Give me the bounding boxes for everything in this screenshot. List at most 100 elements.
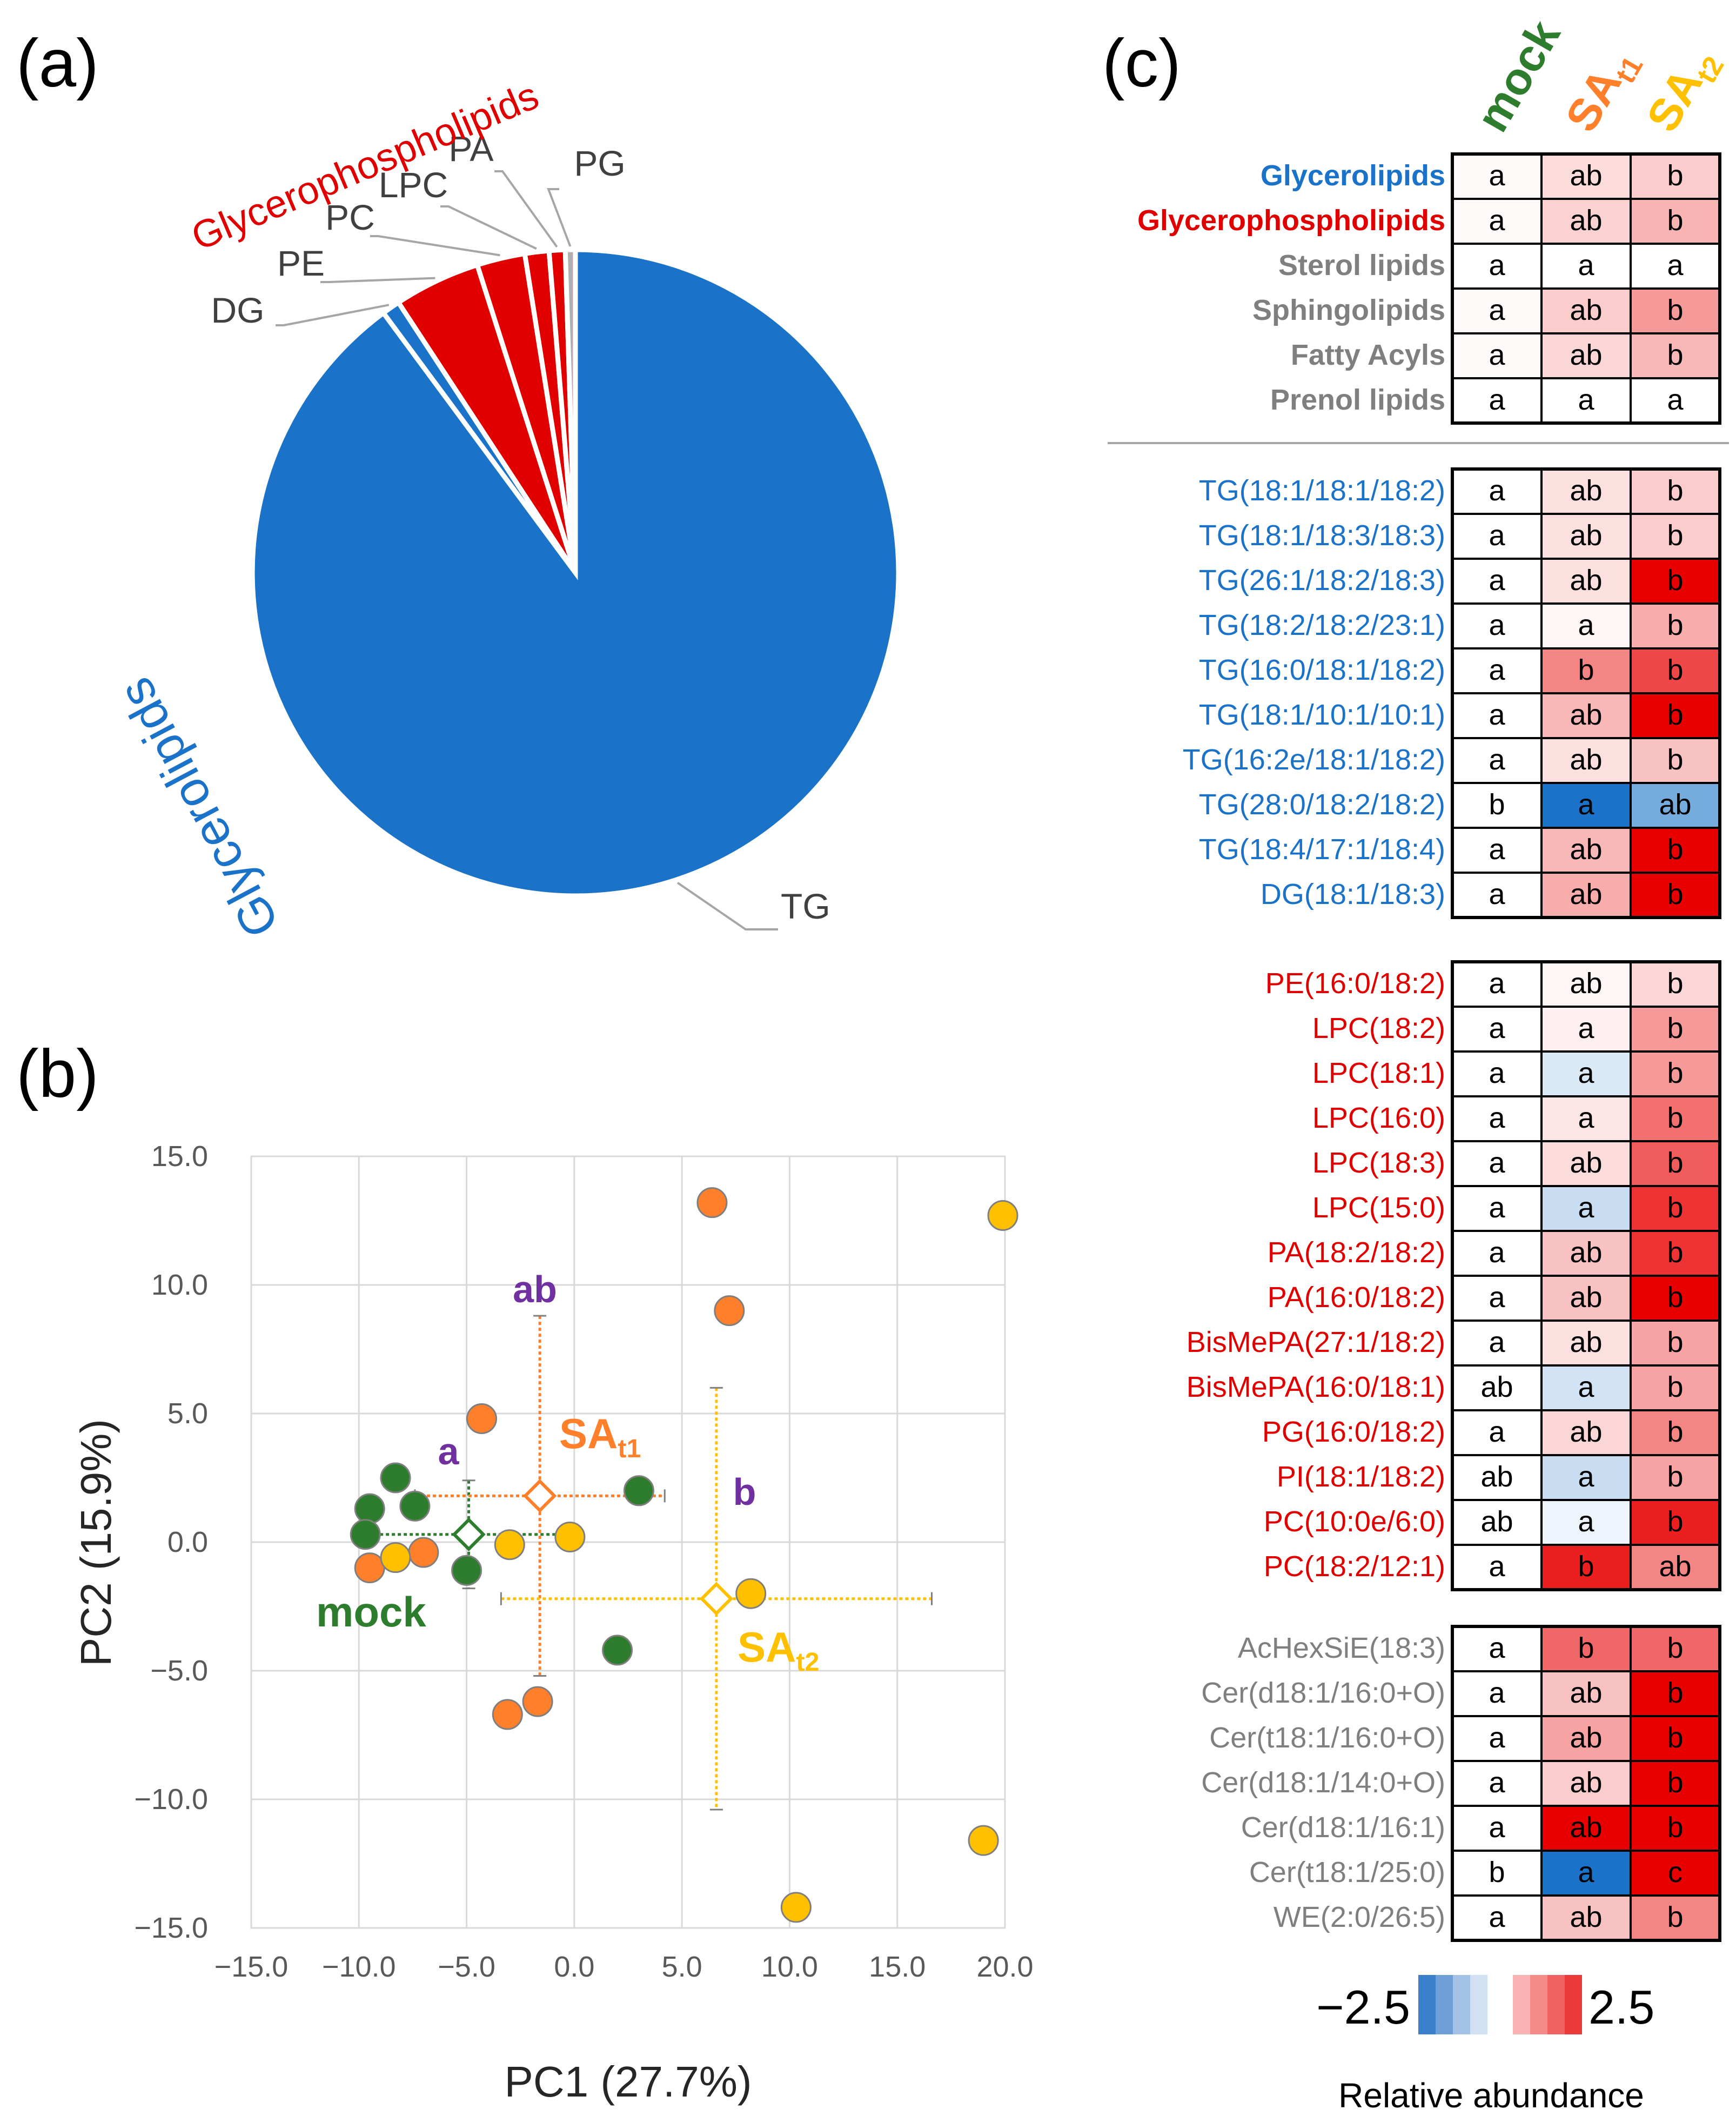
heatmap-row-label: TG(16:0/18:1/18:2) bbox=[1199, 654, 1445, 686]
pca-xtick-label: 10.0 bbox=[761, 1951, 818, 1983]
heatmap-cell-letter: b bbox=[1667, 1811, 1683, 1844]
heatmap-cell-letter: ab bbox=[1570, 1766, 1602, 1799]
heatmap-cell-letter: a bbox=[1489, 1766, 1505, 1799]
heatmap-cell-letter: b bbox=[1667, 1281, 1683, 1314]
heatmap-cell bbox=[1630, 1006, 1721, 1053]
heatmap-cell-letter: a bbox=[1489, 519, 1505, 552]
heatmap-row-label: LPC(15:0) bbox=[1312, 1191, 1445, 1224]
pca-xtick-label: 0.0 bbox=[554, 1951, 594, 1983]
heatmap-cell-letter: b bbox=[1667, 1191, 1683, 1224]
heatmap-row-label: Cer(d18:1/16:1) bbox=[1241, 1811, 1445, 1844]
heatmap-row-label: Cer(d18:1/14:0+O) bbox=[1201, 1766, 1445, 1799]
pca-group-label-mock-main: mock bbox=[316, 1588, 426, 1636]
pca-point-0-0 bbox=[354, 1493, 385, 1524]
heatmap-row-label: BisMePA(27:1/18:2) bbox=[1187, 1326, 1445, 1358]
pca-group-label-mock: mock bbox=[316, 1588, 426, 1636]
heatmap-cell-letter: ab bbox=[1570, 878, 1602, 910]
legend-swatch-blue-0 bbox=[1418, 1975, 1436, 2034]
pca-centroid-1 bbox=[522, 1479, 557, 1513]
pie-leader-pc bbox=[370, 235, 500, 257]
heatmap-cell-letter: ab bbox=[1570, 204, 1602, 237]
heatmap-cell bbox=[1540, 332, 1632, 379]
heatmap-row-label: TG(18:1/18:1/18:2) bbox=[1199, 474, 1445, 507]
heatmap-cell-letter: a bbox=[1489, 294, 1505, 326]
heatmap-cell bbox=[1630, 1454, 1721, 1501]
heatmap-cell-letter: a bbox=[1489, 1012, 1505, 1044]
pca-point-1-0 bbox=[466, 1403, 497, 1435]
pca-x-axis-title: PC1 (27.7%) bbox=[505, 2058, 752, 2106]
pie-label-pg: PG bbox=[574, 143, 625, 183]
pie-leader-pg bbox=[547, 188, 572, 247]
heatmap-cell-letter: a bbox=[1489, 744, 1505, 776]
heatmap-row-label: Cer(t18:1/16:0+O) bbox=[1209, 1722, 1445, 1754]
heatmap-row-label: TG(18:2/18:2/23:1) bbox=[1199, 609, 1445, 641]
legend-swatch-blue-2 bbox=[1453, 1975, 1470, 2034]
legend-swatch-red-0 bbox=[1513, 1975, 1530, 2034]
heatmap-cell-letter: ab bbox=[1570, 699, 1602, 731]
heatmap-row-label: Cer(t18:1/25:0) bbox=[1249, 1856, 1445, 1888]
heatmap-row-label: LPC(18:1) bbox=[1312, 1057, 1445, 1089]
heatmap-cell bbox=[1630, 1364, 1721, 1411]
pca-ytick-label: −10.0 bbox=[134, 1783, 208, 1816]
heatmap-cell bbox=[1630, 1095, 1721, 1142]
pie-label-dg: DG bbox=[211, 290, 265, 330]
heatmap-row-label: AcHexSiE(18:3) bbox=[1238, 1632, 1445, 1664]
heatmap-cell bbox=[1540, 1364, 1632, 1411]
pie-leader-pa bbox=[494, 170, 558, 248]
heatmap-cell-letter: b bbox=[1667, 878, 1683, 910]
heatmap-row-label: Sphingolipids bbox=[1252, 294, 1445, 326]
pca-group-label-sa-t1-main: SA bbox=[559, 1410, 618, 1457]
heatmap-cell-letter: a bbox=[1578, 1461, 1594, 1493]
heatmap-cell-letter: a bbox=[1667, 249, 1684, 282]
heatmap-cell bbox=[1630, 377, 1721, 424]
heatmap-cell-letter: a bbox=[1489, 1191, 1505, 1224]
heatmap-cell-letter: b bbox=[1667, 294, 1683, 326]
heatmap-cell-letter: ab bbox=[1570, 1722, 1602, 1754]
heatmap-row-label: PC(18:2/12:1) bbox=[1264, 1550, 1445, 1583]
heatmap-cell-letter: b bbox=[1667, 1461, 1683, 1493]
heatmap-block-frame-0 bbox=[1451, 152, 1721, 425]
heatmap-cell-letter: b bbox=[1667, 1722, 1683, 1754]
heatmap-cell bbox=[1630, 1185, 1721, 1232]
heatmap-cell bbox=[1540, 737, 1632, 784]
pca-point-1-5 bbox=[696, 1187, 728, 1218]
heatmap-cell-letter: a bbox=[1489, 1236, 1505, 1269]
heatmap-cell-letter: ab bbox=[1570, 1281, 1602, 1314]
heatmap-cell bbox=[1451, 1894, 1543, 1941]
heatmap-column-header-2: SAt2 bbox=[1637, 38, 1730, 143]
pca-centroid-0 bbox=[452, 1517, 486, 1551]
heatmap-row-label: PA(18:2/18:2) bbox=[1268, 1236, 1445, 1269]
heatmap-cell bbox=[1451, 1364, 1543, 1411]
heatmap-block-frame-2 bbox=[1451, 960, 1721, 1591]
heatmap-cell-letter: a bbox=[1667, 384, 1684, 416]
heatmap-cell bbox=[1451, 287, 1543, 334]
heatmap-cell-letter: b bbox=[1667, 1236, 1683, 1269]
heatmap-row-label: Glycerolipids bbox=[1261, 159, 1445, 192]
heatmap-cell-letter: a bbox=[1578, 1371, 1594, 1403]
heatmap-cell-letter: a bbox=[1489, 609, 1505, 641]
heatmap-cell-letter: a bbox=[1489, 204, 1505, 237]
heatmap-cell-letter: a bbox=[1578, 788, 1594, 821]
heatmap-cell bbox=[1540, 1230, 1632, 1277]
heatmap-row-label: PC(10:0e/6:0) bbox=[1264, 1505, 1445, 1538]
heatmap-cell-letter: b bbox=[1667, 744, 1683, 776]
pie-leader-lpc bbox=[440, 205, 537, 250]
pca-point-0-1 bbox=[380, 1462, 411, 1494]
heatmap-column-label-2: SAt2 bbox=[1637, 38, 1730, 143]
heatmap-cell bbox=[1630, 1715, 1721, 1762]
heatmap-cell-letter: a bbox=[1489, 339, 1505, 371]
heatmap-cell-letter: b bbox=[1667, 1901, 1683, 1933]
heatmap-row-label: DG(18:1/18:3) bbox=[1261, 878, 1445, 910]
heatmap-cell-letter: b bbox=[1667, 1766, 1683, 1799]
heatmap-cell bbox=[1540, 1850, 1632, 1897]
heatmap-cell-letter: c bbox=[1668, 1856, 1683, 1888]
heatmap-cell bbox=[1540, 1625, 1632, 1672]
heatmap-cell-letter: b bbox=[1667, 967, 1683, 1000]
heatmap-cell-letter: b bbox=[1489, 788, 1505, 821]
heatmap-cell-letter: ab bbox=[1570, 1811, 1602, 1844]
heatmap-cell bbox=[1630, 513, 1721, 560]
heatmap-cell-letter: ab bbox=[1570, 294, 1602, 326]
heatmap-row-label: WE(2:0/26:5) bbox=[1273, 1901, 1445, 1933]
heatmap-cell-letter: ab bbox=[1570, 833, 1602, 866]
